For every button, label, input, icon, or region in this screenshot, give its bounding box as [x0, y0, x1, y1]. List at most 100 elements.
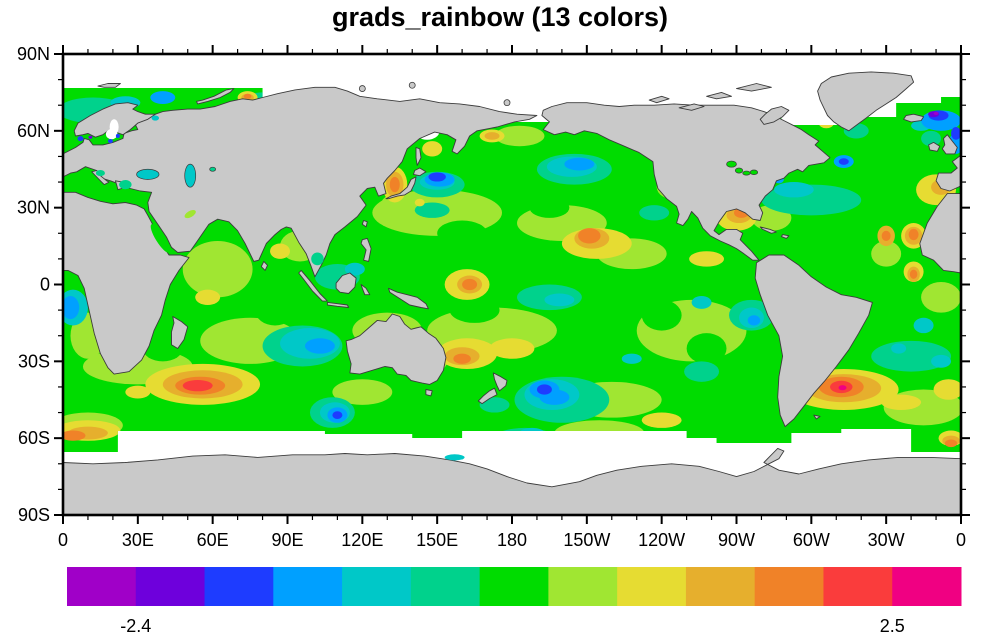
landmass-baffin	[759, 106, 790, 125]
anomaly-blob-level-3	[747, 315, 761, 326]
aral-sea	[209, 166, 217, 172]
anomaly-blob-level-10	[389, 176, 400, 193]
anomaly-blob-level-4	[913, 317, 934, 334]
adriatic-sea	[95, 170, 105, 177]
anomaly-blob-level-3	[150, 91, 176, 104]
great-lake-ontario	[749, 169, 759, 175]
landmass-eurasia	[62, 86, 538, 278]
landmass-africa-west	[919, 193, 962, 274]
landmass-svalbard	[97, 83, 121, 88]
caspian-sea	[184, 163, 197, 188]
landmass-devon	[706, 91, 732, 100]
oslo-speck	[88, 135, 93, 139]
gulf-of-thailand	[311, 252, 324, 266]
colorbar-box-8	[617, 567, 687, 606]
landmass-tasmania	[425, 389, 433, 397]
arctic-islet	[503, 99, 511, 107]
anomaly-blob-level-7	[182, 240, 253, 298]
anomaly-blob-level-6	[255, 294, 295, 326]
landmass-hokkaido	[413, 167, 427, 177]
aegean-sea	[119, 180, 132, 190]
x-axis-label-0: 0	[58, 530, 68, 550]
anomaly-blob-level-12	[838, 385, 847, 391]
anomaly-blob-level-10	[243, 93, 252, 99]
colorbar-box-3	[273, 567, 343, 606]
colorbar-box-0	[67, 567, 137, 606]
baltic-speck-2	[115, 133, 120, 139]
black-sea	[136, 168, 160, 180]
anomaly-blob-level-4	[773, 182, 814, 198]
x-axis-label-30W: 30W	[868, 530, 905, 550]
landmass-new-guinea	[388, 287, 429, 310]
baltic-speck-1	[107, 139, 113, 144]
landmass-uk	[941, 134, 958, 155]
colorbar-box-10	[754, 567, 824, 606]
anomaly-blob-level-8	[270, 243, 290, 259]
anomaly-blob-level-8	[195, 289, 221, 305]
plot-title: grads_rainbow (13 colors)	[331, 2, 669, 32]
landmass-ellesmere	[736, 83, 772, 92]
landmass-hispaniola	[780, 234, 790, 239]
anomaly-blob-level-2	[838, 158, 849, 165]
landmass-sumatra	[298, 269, 328, 302]
anomaly-blob-level-10	[462, 278, 478, 291]
landmass-sulawesi	[360, 284, 371, 296]
anomaly-blob-level-4	[931, 354, 952, 368]
anomaly-blob-level-8	[641, 412, 682, 428]
landmass-antarctica	[62, 447, 962, 516]
great-lake-superior	[726, 160, 737, 168]
anomaly-blob-level-5	[639, 205, 670, 221]
anomaly-blob-level-6	[412, 389, 463, 410]
map-frame-and-ticks	[54, 45, 970, 524]
anomaly-blob-level-3	[63, 296, 80, 320]
colorbar-box-9	[685, 567, 756, 606]
y-axis-label-30N: 30N	[17, 198, 50, 218]
anomaly-blob-level-8	[933, 379, 961, 400]
landmass-borneo	[335, 272, 357, 294]
anomaly-blob-level-11	[182, 380, 213, 392]
skagerrak-speck	[77, 135, 84, 142]
anomaly-blob-level-7	[332, 379, 393, 405]
inland-water-whites	[105, 119, 119, 140]
anomaly-blob-level-6	[686, 333, 727, 364]
anomaly-blob-level-8	[125, 385, 151, 399]
x-axis-label-90W: 90W	[718, 530, 755, 550]
anomaly-blob-level-6	[529, 197, 570, 218]
anomaly-blob-level-8	[414, 198, 425, 207]
landmass-philippines	[360, 237, 372, 262]
x-axis-label-30E: 30E	[122, 530, 154, 550]
landmass-sakhalin	[415, 147, 422, 166]
anomaly-blob-level-5	[479, 397, 510, 413]
anomaly-blob-level-3	[564, 157, 595, 171]
x-axis-label-150E: 150E	[416, 530, 458, 550]
colorbar-label--2.4: -2.4	[120, 616, 151, 635]
colorbar-box-2	[204, 567, 274, 606]
y-axis-label-30S: 30S	[18, 351, 50, 371]
y-axis-labels: 90N 60N 30N 0 30S 60S 90S	[17, 44, 50, 525]
landmass-nz-south	[477, 387, 498, 405]
colorbar-box-5	[410, 567, 481, 606]
anomaly-blob-level-4	[891, 343, 907, 354]
x-axis-label-150W: 150W	[563, 530, 610, 550]
colorbar-box-7	[548, 567, 618, 606]
anomaly-blob-level-7	[554, 420, 645, 446]
x-axis-label-120E: 120E	[341, 530, 383, 550]
x-axis-label-60W: 60W	[793, 530, 830, 550]
landmass-falklands	[813, 414, 821, 420]
x-axis-label-120W: 120W	[638, 530, 685, 550]
landmass-south-america	[754, 254, 873, 428]
persian-gulf	[184, 209, 196, 219]
colorbar-labels: -2.4 2.5	[120, 616, 904, 635]
great-lake-erie	[742, 170, 751, 176]
anomaly-blob-level-6	[479, 171, 520, 193]
landmass-java	[326, 301, 350, 308]
anomaly-blob-level-8	[689, 251, 725, 267]
antarctic-coast-patch	[444, 454, 465, 461]
anomaly-blob-level-6	[579, 335, 620, 362]
colorbar-box-1	[135, 567, 206, 606]
anomaly-blob-level-8	[881, 394, 922, 410]
y-axis-label-90S: 90S	[18, 505, 50, 525]
anomaly-blob-level-5	[921, 130, 942, 147]
arctic-islet	[358, 85, 366, 92]
